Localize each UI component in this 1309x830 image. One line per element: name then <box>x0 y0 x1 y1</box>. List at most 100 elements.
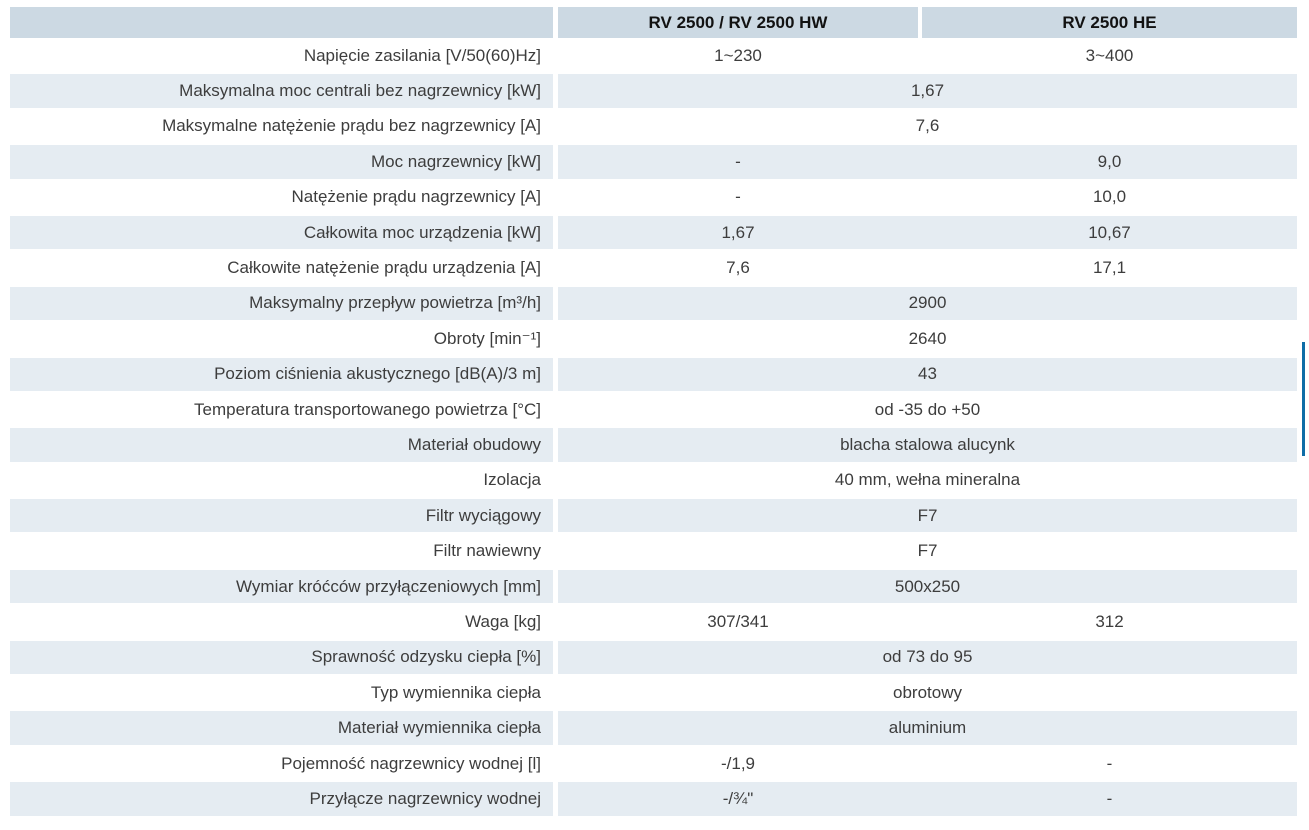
row-label: Waga [kg] <box>465 611 541 631</box>
row-values: aluminium <box>558 710 1297 746</box>
table-row: Maksymalna moc centrali bez nagrzewnicy … <box>10 73 1297 109</box>
row-values: 2900 <box>558 285 1297 322</box>
row-label: Filtr wyciągowy <box>10 498 553 534</box>
table-header-row: RV 2500 / RV 2500 HW RV 2500 HE <box>10 7 1297 38</box>
row-value-col2: - <box>1106 753 1113 773</box>
row-value-merged: 2900 <box>908 293 947 313</box>
table-row: Poziom ciśnienia akustycznego [dB(A)/3 m… <box>10 356 1297 392</box>
row-label: Całkowite natężenie prądu urządzenia [A] <box>227 258 541 278</box>
row-value-col2: - <box>1106 788 1113 808</box>
row-value-col1: - <box>735 187 741 207</box>
table-row: Temperatura transportowanego powietrza [… <box>10 392 1297 427</box>
table-row: Waga [kg] 307/341 312 <box>10 604 1297 639</box>
row-value-col1: - <box>735 151 741 171</box>
table-row: Filtr nawiewny F7 <box>10 533 1297 568</box>
row-value-merged: od -35 do +50 <box>874 399 981 419</box>
table-row: Przyłącze nagrzewnicy wodnej -/¾" - <box>10 781 1297 817</box>
row-label: Maksymalna moc centrali bez nagrzewnicy … <box>10 73 553 109</box>
row-label: Maksymalne natężenie prądu bez nagrzewni… <box>162 116 541 136</box>
table-row: Materiał wymiennika ciepła aluminium <box>10 710 1297 746</box>
table-row: Filtr wyciągowy F7 <box>10 498 1297 534</box>
row-values: od 73 do 95 <box>558 639 1297 676</box>
row-values: od -35 do +50 <box>558 392 1297 427</box>
row-value-merged: F7 <box>917 505 938 525</box>
row-value-merged: 1,67 <box>910 81 945 101</box>
row-values: 43 <box>558 356 1297 392</box>
row-value-col2: 9,0 <box>1097 151 1122 171</box>
row-label: Typ wymiennika ciepła <box>370 682 541 702</box>
table-row: Moc nagrzewnicy [kW] - 9,0 <box>10 144 1297 180</box>
row-values: F7 <box>558 498 1297 534</box>
row-label: Natężenie prądu nagrzewnicy [A] <box>291 187 541 207</box>
row-values: -/1,9 - <box>558 746 1297 781</box>
row-values: obrotowy <box>558 675 1297 710</box>
row-value-col2: 10,67 <box>1088 222 1131 242</box>
spec-table: RV 2500 / RV 2500 HW RV 2500 HE Napięcie… <box>10 7 1297 817</box>
table-row: Materiał obudowy blacha stalowa alucynk <box>10 427 1297 463</box>
row-values: 1,67 <box>558 73 1297 109</box>
row-values: - 9,0 <box>558 144 1297 180</box>
table-row: Wymiar króćców przyłączeniowych [mm] 500x… <box>10 568 1297 605</box>
row-values: 1,67 10,67 <box>558 214 1297 251</box>
row-value-merged: obrotowy <box>893 682 962 702</box>
row-values: 307/341 312 <box>558 604 1297 639</box>
row-value-merged: 40 mm, wełna mineralna <box>834 470 1021 490</box>
row-value-col1: 1,67 <box>721 222 755 242</box>
row-label: Wymiar króćców przyłączeniowych [mm] <box>10 568 553 605</box>
row-values: 2640 <box>558 321 1297 356</box>
table-row: Izolacja 40 mm, wełna mineralna <box>10 463 1297 498</box>
row-label: Temperatura transportowanego powietrza [… <box>194 399 541 419</box>
row-value-col2: 17,1 <box>1092 258 1127 278</box>
table-row: Maksymalne natężenie prądu bez nagrzewni… <box>10 109 1297 144</box>
table-row: Całkowite natężenie prądu urządzenia [A]… <box>10 250 1297 285</box>
row-value-merged: 7,6 <box>915 116 940 136</box>
row-values: blacha stalowa alucynk <box>558 427 1297 463</box>
table-row: Pojemność nagrzewnicy wodnej [l] -/1,9 - <box>10 746 1297 781</box>
row-value-merged: F7 <box>917 541 938 561</box>
header-col-rv2500-he: RV 2500 HE <box>922 7 1297 38</box>
row-value-merged: 500x250 <box>894 576 961 596</box>
row-value-col2: 10,0 <box>1092 187 1127 207</box>
row-values: F7 <box>558 533 1297 568</box>
row-values: 1~230 3~400 <box>558 38 1297 73</box>
row-label: Obroty [min⁻¹] <box>433 328 541 348</box>
row-value-col1: -/¾" <box>722 788 754 808</box>
row-label: Przyłącze nagrzewnicy wodnej <box>10 781 553 817</box>
header-col-rv2500-hw: RV 2500 / RV 2500 HW <box>558 7 918 38</box>
row-label: Poziom ciśnienia akustycznego [dB(A)/3 m… <box>10 356 553 392</box>
row-values: 40 mm, wełna mineralna <box>558 463 1297 498</box>
table-row: Całkowita moc urządzenia [kW] 1,67 10,67 <box>10 214 1297 251</box>
table-row: Natężenie prądu nagrzewnicy [A] - 10,0 <box>10 180 1297 215</box>
page-edge-accent-bar <box>1302 342 1305 456</box>
table-row: Maksymalny przepływ powietrza [m³/h] 2900 <box>10 285 1297 322</box>
row-label: Całkowita moc urządzenia [kW] <box>10 214 553 251</box>
row-value-merged: 2640 <box>908 328 947 348</box>
row-label: Napięcie zasilania [V/50(60)Hz] <box>303 45 541 65</box>
row-values: 7,6 <box>558 109 1297 144</box>
table-row: Obroty [min⁻¹] 2640 <box>10 321 1297 356</box>
row-value-merged: blacha stalowa alucynk <box>840 434 1015 454</box>
row-value-col1: 7,6 <box>726 258 750 278</box>
row-values: - 10,0 <box>558 180 1297 215</box>
row-value-col2: 312 <box>1095 611 1124 631</box>
row-label: Izolacja <box>483 470 541 490</box>
row-values: 7,6 17,1 <box>558 250 1297 285</box>
row-values: -/¾" - <box>558 781 1297 817</box>
row-label: Materiał wymiennika ciepła <box>10 710 553 746</box>
row-values: 500x250 <box>558 568 1297 605</box>
row-value-col2: 3~400 <box>1085 45 1134 65</box>
table-body: Napięcie zasilania [V/50(60)Hz] 1~230 3~40… <box>10 38 1297 817</box>
row-label: Filtr nawiewny <box>433 541 541 561</box>
row-label: Sprawność odzysku ciepła [%] <box>10 639 553 676</box>
table-row: Napięcie zasilania [V/50(60)Hz] 1~230 3~40… <box>10 38 1297 73</box>
row-label: Maksymalny przepływ powietrza [m³/h] <box>10 285 553 322</box>
table-row: Sprawność odzysku ciepła [%] od 73 do 95 <box>10 639 1297 676</box>
table-row: Typ wymiennika ciepła obrotowy <box>10 675 1297 710</box>
row-value-col1: 1~230 <box>714 45 762 65</box>
row-value-col1: 307/341 <box>707 611 769 631</box>
header-empty-cell <box>10 7 553 38</box>
row-value-merged: aluminium <box>888 718 967 738</box>
row-label: Materiał obudowy <box>10 427 553 463</box>
row-value-col1: -/1,9 <box>720 753 756 773</box>
